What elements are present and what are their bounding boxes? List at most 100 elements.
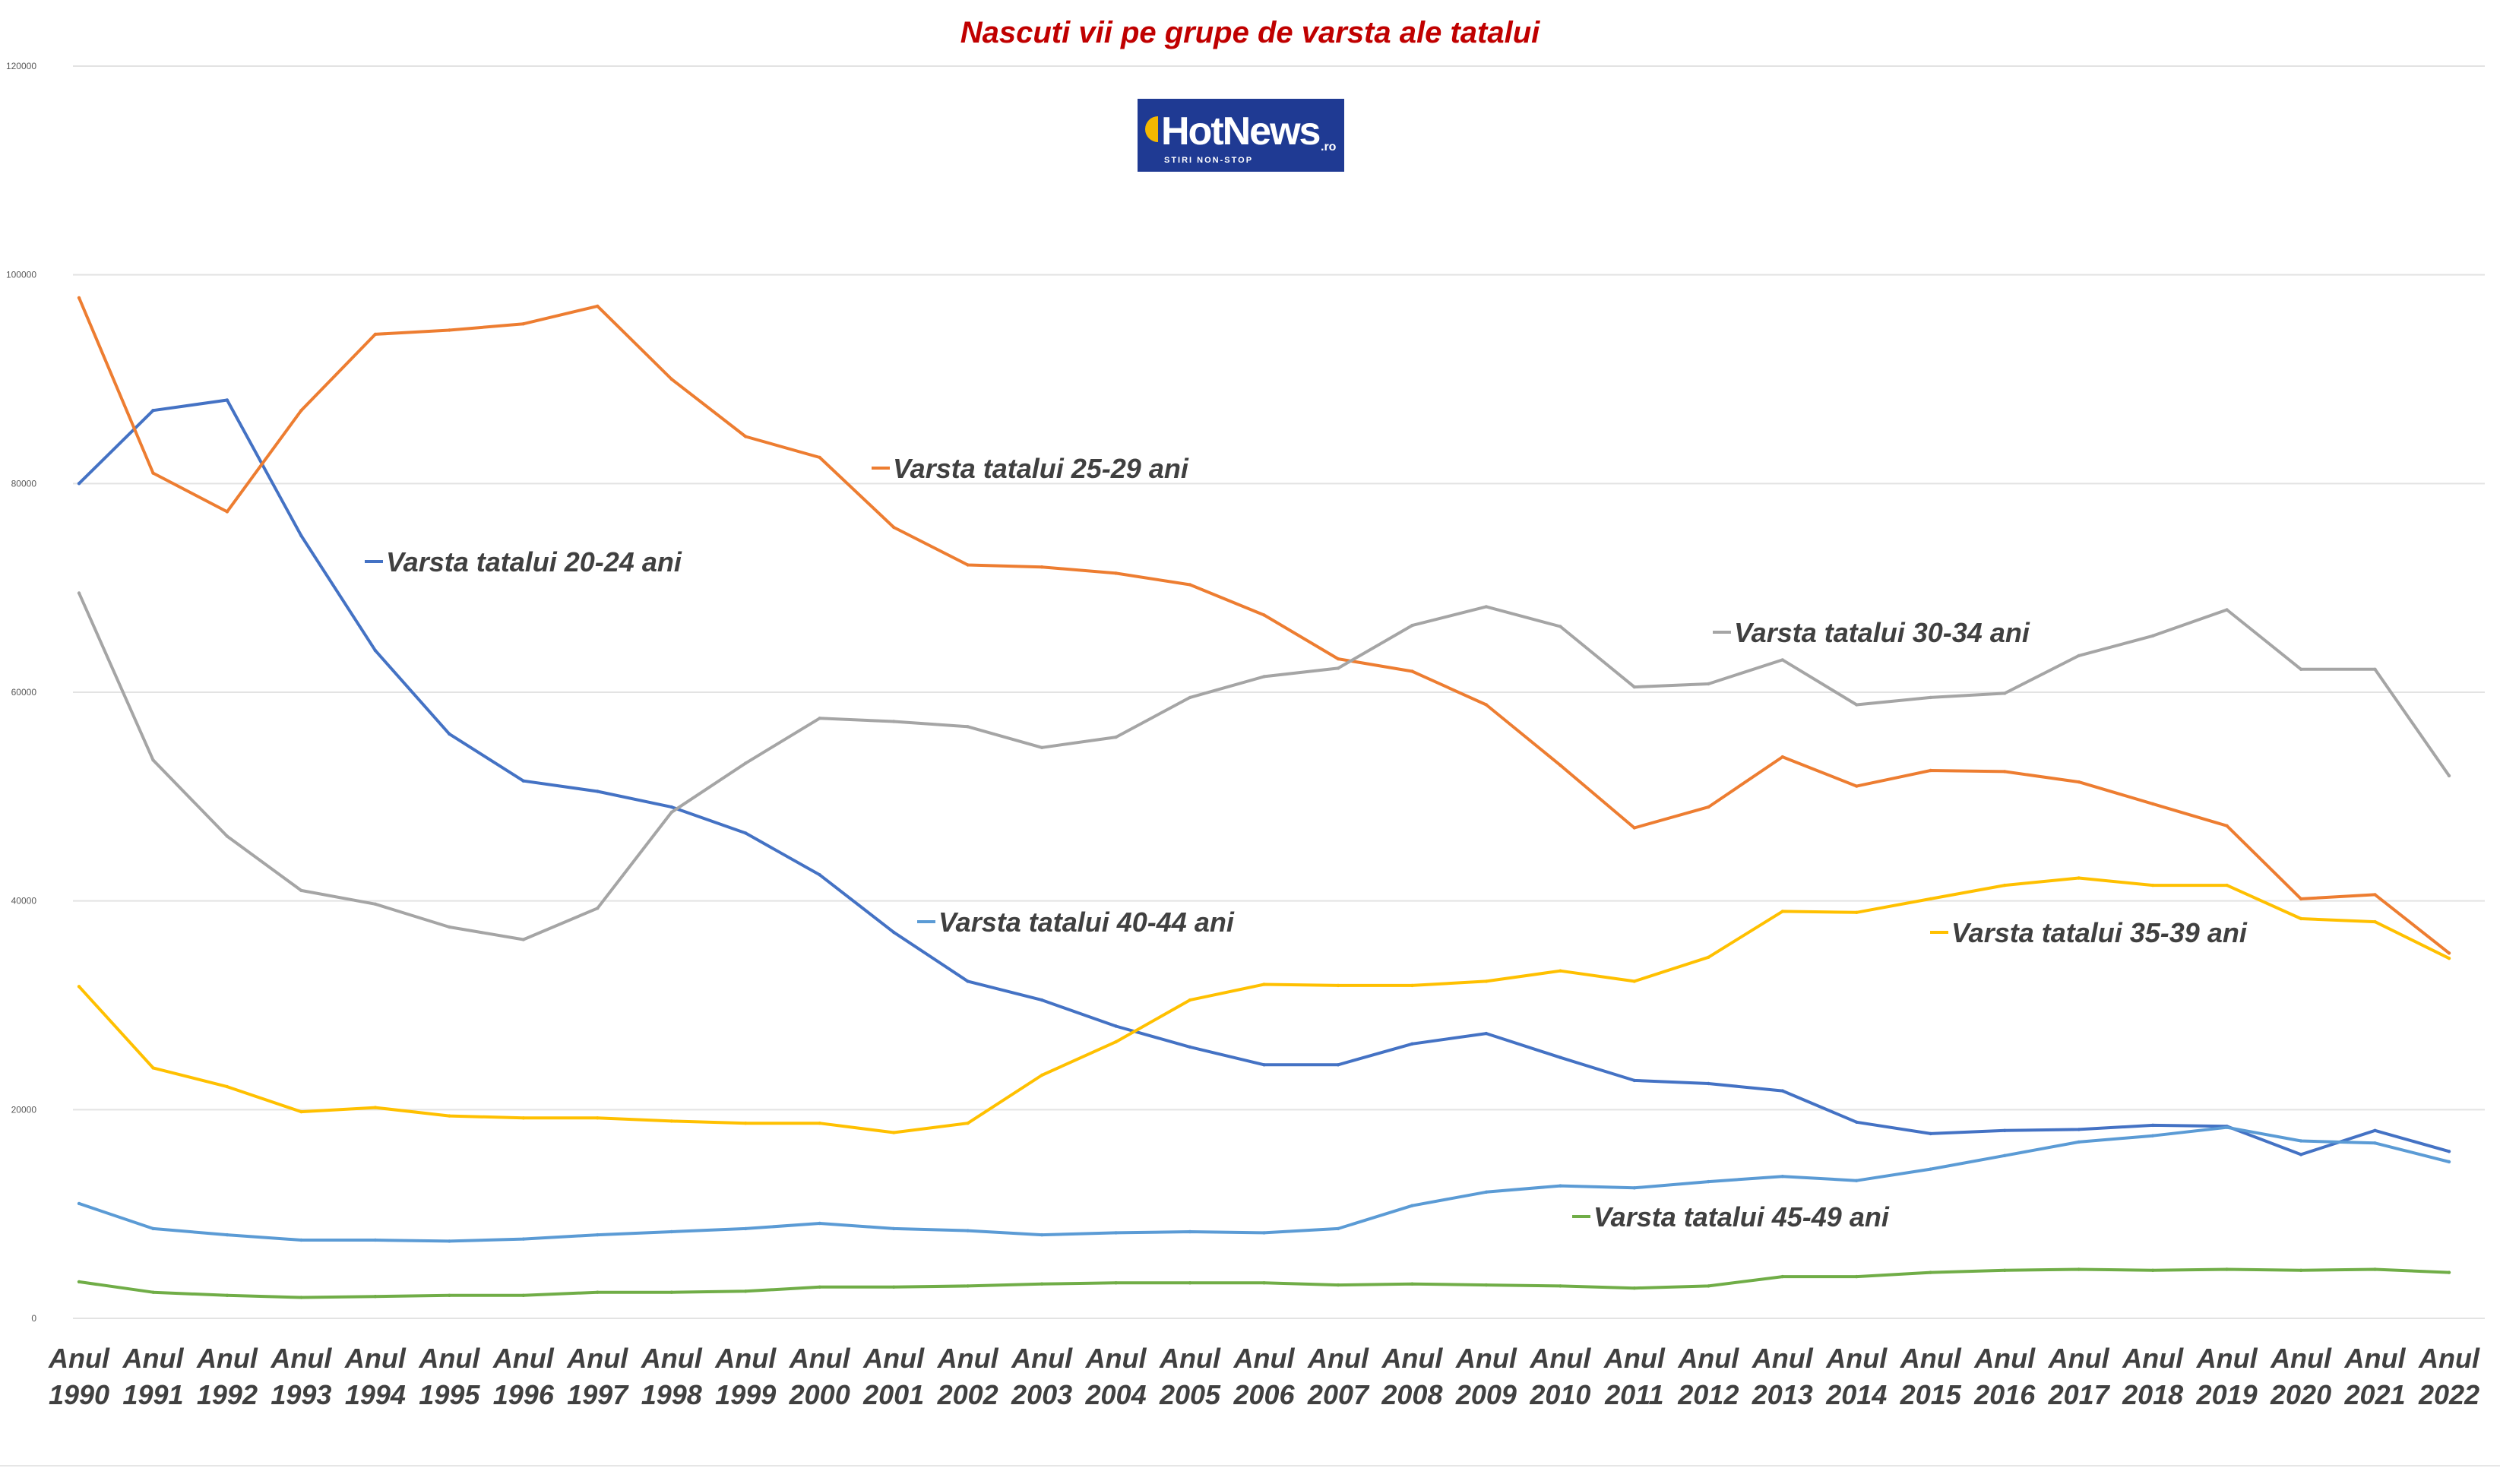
data-point <box>1114 1281 1118 1285</box>
data-point <box>818 1122 821 1125</box>
data-point <box>1484 979 1489 983</box>
x-tick-label: 2004 <box>1085 1379 1147 1410</box>
data-point <box>1780 910 1784 913</box>
data-point <box>225 1232 229 1237</box>
x-tick-label: 2013 <box>1752 1379 1813 1410</box>
data-point <box>2373 1141 2377 1145</box>
x-tick-label: Anul <box>1159 1343 1221 1374</box>
data-point <box>1262 675 1266 679</box>
data-point <box>744 1289 748 1293</box>
data-point <box>2077 780 2081 784</box>
data-point <box>2077 653 2081 658</box>
data-point <box>1188 695 1192 700</box>
logo-suffix: .ro <box>1321 141 1337 153</box>
data-point <box>596 789 600 793</box>
x-tick-label: Anul <box>418 1343 480 1374</box>
data-point <box>1559 1284 1562 1288</box>
data-point <box>744 1122 748 1125</box>
data-point <box>818 1221 821 1226</box>
data-point <box>1855 1179 1859 1182</box>
data-point <box>1855 784 1859 788</box>
x-tick-label: 2017 <box>2048 1379 2111 1410</box>
data-point <box>2150 634 2155 638</box>
data-point <box>744 1226 748 1231</box>
data-point <box>1707 1284 1710 1288</box>
x-tick-label: Anul <box>2270 1343 2332 1374</box>
data-point <box>2003 770 2007 774</box>
x-tick-label: 1993 <box>271 1379 331 1410</box>
x-tick-label: 2010 <box>1529 1379 1590 1410</box>
data-point <box>966 1284 970 1288</box>
x-tick-label: 1994 <box>345 1379 406 1410</box>
y-tick-label: 40000 <box>11 896 37 907</box>
gridlines <box>73 65 2485 1319</box>
data-point <box>1040 745 1044 749</box>
x-tick-label: 2007 <box>1307 1379 1370 1410</box>
data-point <box>596 304 600 309</box>
y-axis-ticks: 0 20000 40000 60000 80000 100000 120000 <box>6 61 36 1324</box>
data-point <box>1114 571 1118 575</box>
data-point <box>1929 1270 1932 1274</box>
data-point <box>669 1229 673 1234</box>
data-point <box>2447 1270 2451 1274</box>
data-point <box>1632 1186 1636 1190</box>
x-tick-label: 1990 <box>49 1379 109 1410</box>
data-point <box>1632 826 1636 830</box>
data-point <box>596 1116 600 1120</box>
series-label: Varsta tatalui 25-29 ani <box>893 453 1189 484</box>
data-point <box>1632 979 1636 983</box>
x-tick-label: Anul <box>1529 1343 1591 1374</box>
data-point <box>1484 605 1489 609</box>
data-point <box>299 888 303 893</box>
data-point <box>373 1295 378 1299</box>
y-tick-label: 100000 <box>6 270 36 280</box>
data-point <box>1484 1190 1489 1194</box>
data-point <box>669 1119 673 1123</box>
data-point <box>2373 1267 2377 1271</box>
data-point <box>2373 667 2377 671</box>
data-point <box>299 1238 303 1242</box>
x-tick-label: Anul <box>1381 1343 1443 1374</box>
data-point <box>151 471 155 475</box>
data-point <box>1410 983 1414 988</box>
data-point <box>1707 955 1710 960</box>
data-point <box>1336 1063 1340 1067</box>
data-point <box>2373 919 2377 924</box>
data-point <box>966 725 970 729</box>
data-point <box>744 761 748 765</box>
data-point <box>1262 1063 1266 1067</box>
data-point <box>1929 695 1932 700</box>
data-point <box>299 1109 303 1114</box>
data-point <box>669 810 673 815</box>
x-tick-label: 2015 <box>1900 1379 1962 1410</box>
data-point <box>2077 1140 2081 1144</box>
x-tick-label: Anul <box>2122 1343 2184 1374</box>
y-tick-label: 120000 <box>6 61 36 71</box>
data-point <box>744 831 748 835</box>
data-point <box>448 328 451 332</box>
data-point <box>1114 735 1118 739</box>
data-point <box>1780 755 1784 759</box>
x-tick-label: 2009 <box>1455 1379 1517 1410</box>
data-point <box>1262 1281 1266 1285</box>
data-point <box>892 720 896 723</box>
x-tick-label: Anul <box>270 1343 332 1374</box>
x-tick-label: 1992 <box>197 1379 258 1410</box>
data-point <box>2225 883 2229 888</box>
data-point <box>1559 625 1562 628</box>
data-point <box>151 409 155 413</box>
x-tick-label: 2006 <box>1233 1379 1295 1410</box>
chart-title: Nascuti vii pe grupe de varsta ale tatal… <box>960 16 1540 49</box>
x-tick-label: 2008 <box>1381 1379 1442 1410</box>
x-tick-label: 1998 <box>641 1379 702 1410</box>
data-point <box>2150 802 2155 806</box>
data-point <box>1188 1281 1192 1285</box>
data-point <box>1632 1078 1636 1083</box>
data-point <box>2299 916 2303 921</box>
data-point <box>1707 805 1710 809</box>
data-point <box>151 758 155 762</box>
data-point <box>2447 1160 2451 1164</box>
series-label: Varsta tatalui 40-44 ani <box>938 907 1235 938</box>
x-tick-label: Anul <box>344 1343 407 1374</box>
data-point <box>1484 1031 1489 1036</box>
